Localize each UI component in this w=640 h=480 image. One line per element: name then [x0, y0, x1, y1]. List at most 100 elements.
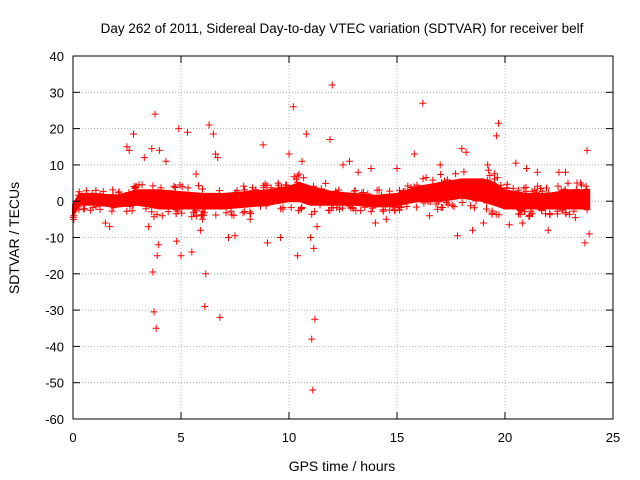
y-tick-label: -50: [45, 376, 64, 391]
outlier-point: [231, 232, 239, 240]
band-edge-point: [407, 184, 415, 191]
band-edge-point: [184, 184, 192, 192]
outlier-point: [175, 125, 183, 133]
band-edge-point: [252, 186, 260, 194]
outlier-point: [188, 248, 196, 256]
band-edge-point: [332, 187, 340, 195]
band-edge-point: [267, 184, 275, 192]
band-edge-point: [458, 199, 466, 206]
band-edge-point: [373, 186, 381, 194]
outlier-point: [518, 219, 526, 227]
band-edge-point: [450, 203, 458, 211]
outlier-point: [313, 223, 321, 231]
band-edge-point: [412, 203, 420, 211]
chart-title: Day 262 of 2011, Sidereal Day-to-day VTE…: [101, 21, 584, 36]
outlier-point: [149, 268, 157, 276]
band-edge-point: [274, 179, 282, 187]
band-edge-point: [546, 211, 554, 219]
band-edge-point: [448, 201, 456, 209]
outlier-point: [263, 239, 271, 247]
band-edge-point: [308, 210, 316, 218]
outlier-point: [101, 219, 109, 227]
band-edge-point: [233, 188, 241, 196]
y-tick-label: -40: [45, 339, 64, 354]
band-edge-point: [240, 182, 248, 190]
band-edge-point: [158, 212, 166, 220]
x-tick-label: 5: [177, 430, 184, 445]
outlier-point: [454, 232, 461, 240]
outlier-point: [562, 168, 569, 176]
band-edge-point: [246, 208, 254, 216]
outlier-point: [339, 161, 347, 169]
band-edge-point: [472, 197, 480, 205]
outlier-point: [294, 252, 302, 260]
outlier-point: [276, 234, 284, 241]
outlier-point: [462, 148, 470, 156]
band-edge-point: [558, 206, 566, 214]
band-edge-point: [544, 189, 552, 197]
outlier-point: [310, 244, 318, 252]
y-tick-labels: 40 30 20 10 0 -10 -20 -30 -40 -50 -60: [45, 49, 64, 427]
outlier-point: [192, 170, 200, 178]
band-edge-point: [368, 204, 376, 212]
band-edge-point: [364, 190, 372, 198]
band-edge-point: [195, 182, 203, 190]
ticks: [72, 55, 614, 420]
outlier-point: [555, 168, 563, 176]
outlier-point: [259, 141, 267, 149]
x-tick-label: 25: [606, 430, 620, 445]
band-edge-point: [108, 207, 116, 215]
band-edge-point: [239, 209, 247, 217]
y-tick-label: 0: [57, 194, 64, 209]
band-edge-point: [148, 208, 156, 216]
band-edge-point: [538, 206, 546, 214]
band-edge-point: [75, 206, 83, 214]
band-edge-point: [212, 211, 220, 219]
band-edge-point: [80, 205, 88, 213]
y-tick-label: 10: [50, 158, 64, 173]
outlier-point: [201, 303, 209, 310]
band-edge-point: [554, 182, 562, 190]
band-edge-point: [172, 210, 180, 218]
band-edge-point: [114, 189, 122, 197]
band-edge-point: [349, 203, 357, 211]
band-edge-point: [287, 204, 295, 212]
band-edge-point: [135, 181, 143, 189]
band-edge-point: [96, 190, 104, 198]
band-edge-point: [298, 204, 306, 212]
band-edge-point: [192, 212, 200, 220]
band-edge-point: [131, 184, 139, 192]
outlier-point: [106, 223, 114, 231]
outlier-point: [216, 313, 224, 321]
band-edge-point: [438, 179, 446, 186]
x-tick-label: 20: [498, 430, 512, 445]
band-edge-point: [515, 210, 522, 218]
band-edge-point: [359, 189, 367, 196]
band-edge-point: [257, 202, 264, 210]
y-tick-label: -20: [45, 267, 64, 282]
band-edge-point: [125, 189, 133, 196]
band-edge-point: [241, 186, 248, 194]
band-edge-point: [157, 184, 165, 192]
band-edge-point: [443, 199, 450, 206]
band-edge-point: [96, 205, 104, 213]
band-edge-point: [260, 184, 268, 192]
band-edge-point: [490, 170, 498, 178]
band-edge-point: [132, 184, 140, 191]
band-edge-point: [543, 184, 550, 192]
outlier-point: [419, 99, 427, 107]
outlier-point: [479, 219, 487, 227]
band-edge-point: [583, 185, 591, 193]
outlier-point: [328, 81, 336, 89]
outlier-point: [505, 221, 513, 229]
outlier-point: [289, 103, 297, 111]
band-edge-point: [300, 174, 308, 182]
outlier-point: [523, 165, 531, 172]
band-edge-point: [578, 181, 585, 189]
band-edge-point: [434, 205, 442, 213]
band-edge-point: [401, 187, 409, 195]
outlier-point: [154, 241, 162, 249]
band-edge-point: [531, 186, 539, 194]
outlier-point: [148, 145, 156, 153]
